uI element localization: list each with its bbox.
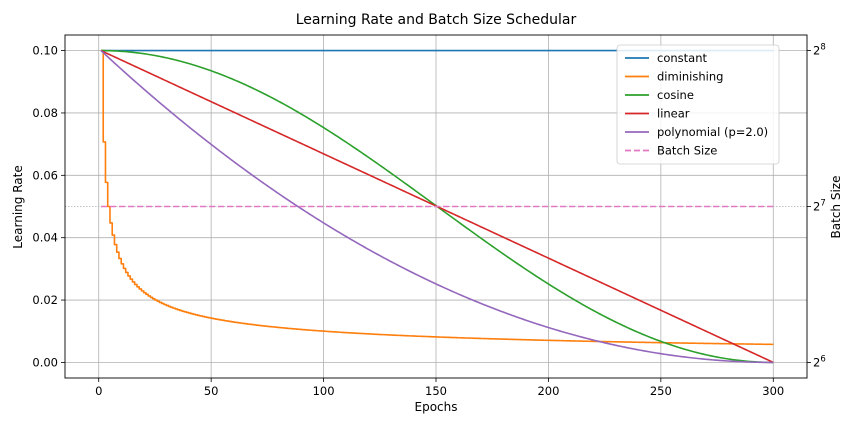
y-tick-label: 0.02 [32, 293, 58, 307]
y-axis-label: Learning Rate [11, 165, 25, 248]
y-axis-ticks: 0.00 0.02 0.04 0.06 0.08 0.10 [32, 44, 65, 369]
x-tick-label: 300 [762, 384, 784, 398]
y-tick-label: 0.06 [32, 168, 58, 182]
x-tick-label: 200 [537, 384, 559, 398]
x-tick-label: 50 [204, 384, 219, 398]
y-tick-label: 0.08 [32, 106, 58, 120]
y-tick-label: 0.04 [32, 231, 58, 245]
plot-area [100, 49, 775, 364]
x-tick-label: 100 [313, 384, 335, 398]
legend: constant diminishing cosine linear polynomia… [616, 44, 780, 165]
y-tick-label: 0.00 [32, 355, 58, 369]
legend-label: linear [657, 107, 690, 121]
x-tick-label: 0 [95, 384, 102, 398]
legend-label: polynomial (p=2.0) [657, 125, 768, 139]
y2-tick-label: 26 [813, 354, 826, 369]
y2-axis-label: Batch Size [829, 176, 843, 239]
series-line-diminishing [100, 49, 775, 346]
legend-label: cosine [657, 88, 694, 102]
x-axis-label: Epochs [415, 400, 458, 414]
x-tick-label: 250 [650, 384, 672, 398]
legend-label: diminishing [657, 70, 723, 84]
series-line-polynomial [100, 50, 774, 364]
legend-label: Batch Size [657, 144, 717, 158]
y2-tick-label: 28 [813, 43, 826, 58]
y2-axis-ticks: 26 27 28 [807, 43, 826, 369]
chart-title: Learning Rate and Batch Size Schedular [296, 12, 577, 28]
legend-box [616, 44, 780, 165]
y-tick-label: 0.10 [32, 44, 58, 58]
x-axis-ticks: 0 50 100 150 200 250 300 [95, 378, 784, 398]
legend-label: constant [657, 51, 707, 65]
x-tick-label: 150 [425, 384, 447, 398]
y2-tick-label: 27 [813, 199, 826, 214]
